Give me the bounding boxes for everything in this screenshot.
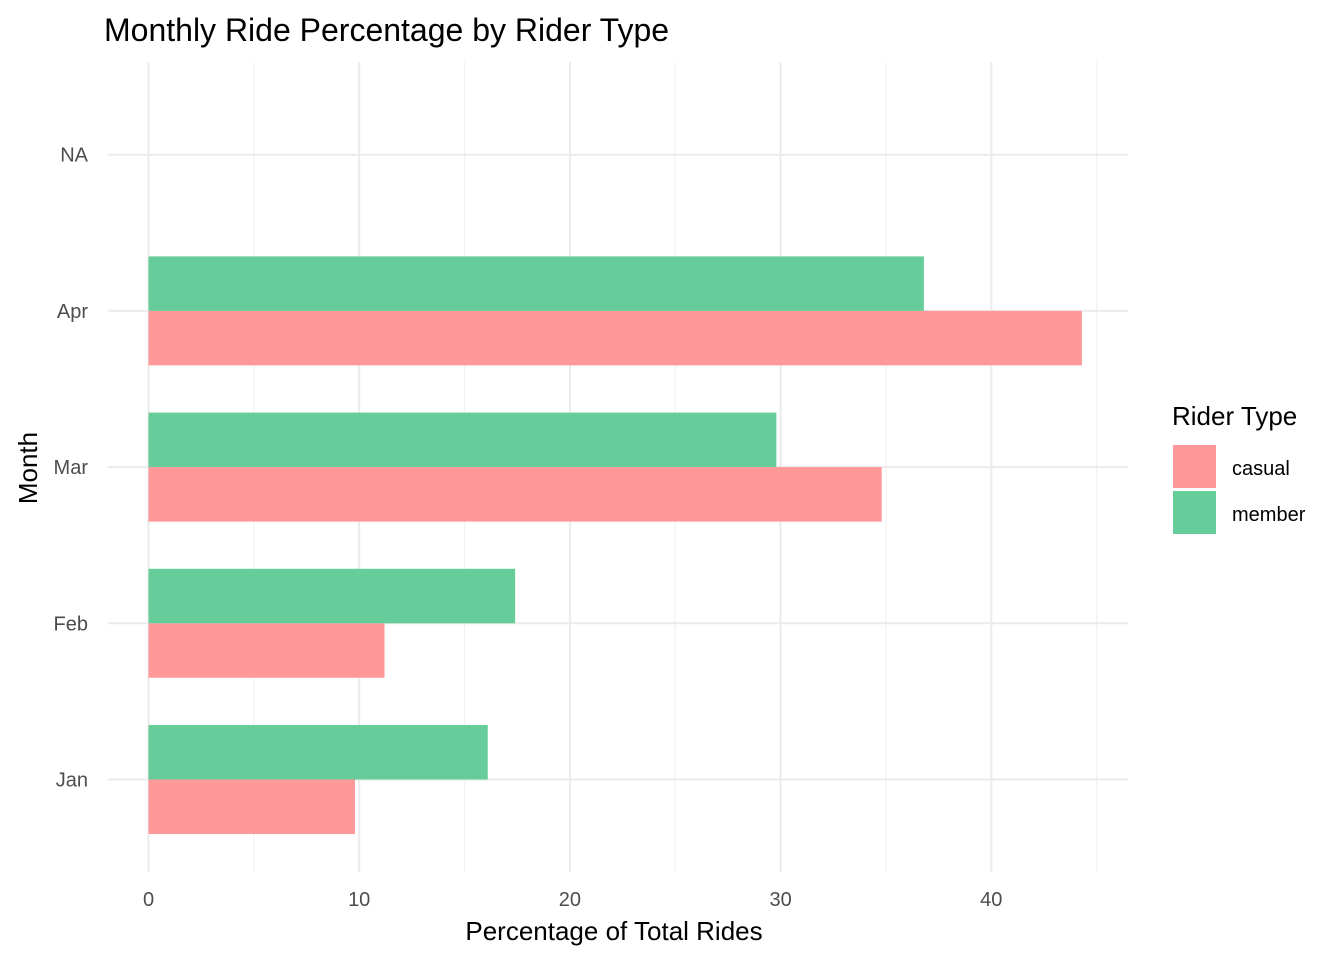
tick-labels: 0 10 20 30 40 Jan Feb Mar Apr NA bbox=[54, 145, 1003, 911]
legend-items: casual member bbox=[1173, 445, 1306, 534]
legend-title: Rider Type bbox=[1172, 401, 1297, 431]
x-tick-label: 0 bbox=[143, 889, 154, 911]
legend-label-member: member bbox=[1232, 504, 1306, 526]
legend-key-member bbox=[1173, 491, 1216, 534]
bar-casual-apr bbox=[148, 310, 1082, 366]
y-axis-title: Month bbox=[13, 432, 43, 504]
bar-member-mar bbox=[148, 412, 777, 468]
x-tick-label: 10 bbox=[348, 889, 370, 911]
bar-member-feb bbox=[148, 568, 516, 624]
bar-member-jan bbox=[148, 725, 488, 780]
bar-casual-feb bbox=[148, 623, 385, 678]
bar-casual-mar bbox=[148, 467, 882, 522]
bars bbox=[148, 256, 1082, 834]
legend-label-casual: casual bbox=[1232, 458, 1290, 480]
x-tick-label: 30 bbox=[769, 889, 791, 911]
legend-key-casual bbox=[1173, 445, 1216, 488]
x-axis-title: Percentage of Total Rides bbox=[465, 916, 762, 946]
y-tick-label: NA bbox=[60, 145, 88, 167]
bar-member-apr bbox=[148, 256, 924, 311]
legend: Rider Type casual member bbox=[1172, 401, 1306, 534]
x-tick-label: 20 bbox=[559, 889, 581, 911]
chart-title: Monthly Ride Percentage by Rider Type bbox=[104, 12, 669, 48]
bar-casual-jan bbox=[148, 779, 355, 834]
y-tick-label: Feb bbox=[54, 613, 88, 635]
y-tick-label: Apr bbox=[57, 301, 88, 323]
x-tick-label: 40 bbox=[980, 889, 1002, 911]
y-tick-label: Mar bbox=[54, 457, 89, 479]
y-tick-label: Jan bbox=[56, 770, 88, 792]
